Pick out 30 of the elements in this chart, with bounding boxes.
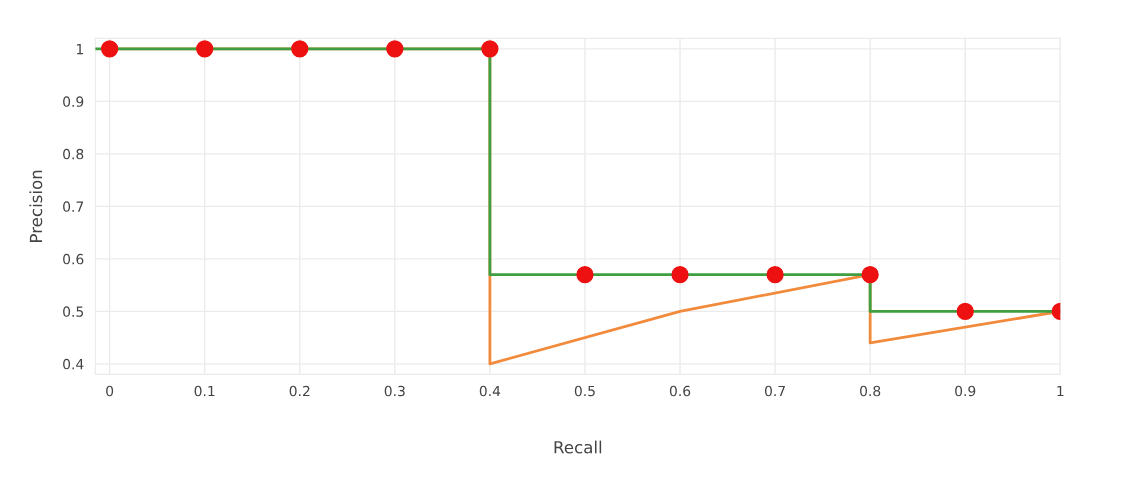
point: [386, 40, 404, 58]
point: [576, 266, 594, 284]
x-tick-label: 0.4: [479, 385, 501, 397]
x-tick-label: 0.3: [384, 385, 405, 397]
point: [481, 40, 499, 58]
y-tick-label: 0.7: [63, 201, 84, 212]
x-tick-label: 0.5: [574, 385, 595, 397]
point: [766, 266, 784, 284]
point: [861, 266, 879, 284]
y-tick-label: 0.5: [63, 306, 84, 317]
x-tick-label: 0.1: [194, 385, 215, 397]
y-tick-label: 0.9: [63, 96, 84, 107]
y-tick-label: 1: [76, 44, 83, 55]
point: [196, 40, 214, 58]
y-tick-label: 0.4: [63, 358, 84, 370]
x-tick-label: 1: [1057, 385, 1064, 397]
y-tick-label: 0.8: [63, 148, 84, 160]
x-tick-label: 0.2: [289, 385, 310, 397]
x-tick-label: 0.8: [860, 385, 881, 397]
y-axis-title: Precision: [29, 170, 43, 242]
x-axis-title: Recall: [554, 440, 602, 454]
x-tick-label: 0.9: [955, 385, 976, 397]
point: [291, 40, 309, 58]
x-tick-label: 0: [106, 385, 114, 397]
y-tick-label: 0.6: [63, 253, 84, 265]
x-tick-label: 0.6: [669, 385, 691, 397]
point: [671, 266, 689, 284]
point: [956, 302, 974, 321]
x-tick-label: 0.7: [764, 385, 785, 397]
point: [101, 40, 119, 58]
